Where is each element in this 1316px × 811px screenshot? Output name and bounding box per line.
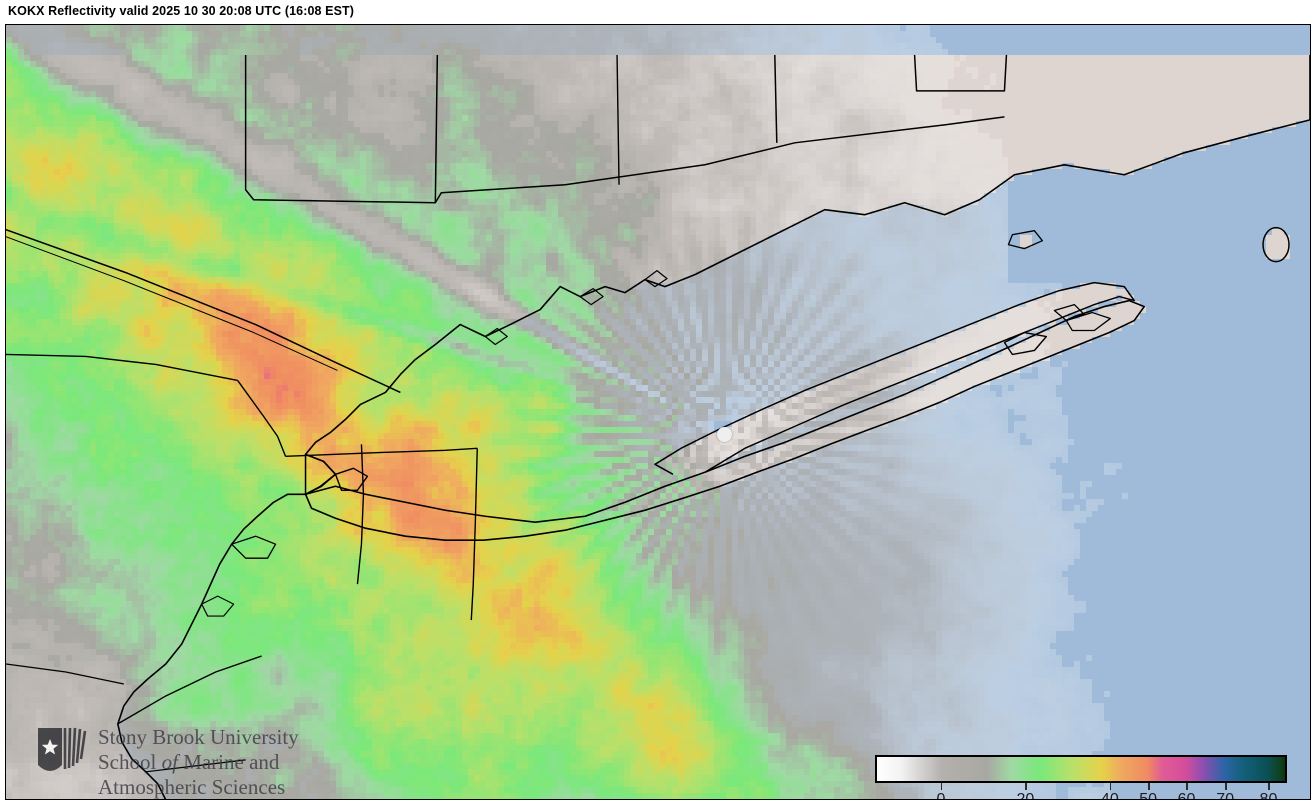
colorbar-tick-label: 20 bbox=[1016, 791, 1034, 799]
reflectivity-layer bbox=[6, 25, 1310, 799]
colorbar-tick bbox=[1109, 783, 1112, 790]
colorbar-tick bbox=[940, 783, 943, 790]
colorbar-tick bbox=[1268, 783, 1270, 790]
colorbar-tick bbox=[1225, 783, 1227, 790]
colorbar-tick-label: 80 bbox=[1260, 791, 1278, 799]
watermark-line-1: Stony Brook University bbox=[98, 725, 299, 749]
radar-site-marker bbox=[717, 427, 732, 442]
colorbar-ticks bbox=[875, 783, 1291, 791]
watermark-line-2a: School bbox=[98, 750, 162, 774]
page-title: KOKX Reflectivity valid 2025 10 30 20:08… bbox=[8, 4, 355, 18]
radar-map[interactable]: Stony Brook University School of Marine … bbox=[5, 24, 1311, 800]
watermark-line-2-italic: of bbox=[161, 750, 178, 774]
watermark-line-3: Atmospheric Sciences bbox=[98, 775, 286, 799]
colorbar[interactable]: 0 20 40 50 60 70 80 bbox=[875, 755, 1291, 799]
watermark-line-2b: Marine and bbox=[177, 750, 280, 774]
colorbar-tick-label: 70 bbox=[1216, 791, 1234, 799]
colorbar-bar bbox=[875, 755, 1287, 783]
colorbar-tick bbox=[1148, 783, 1150, 790]
watermark-text: Stony Brook University School of Marine … bbox=[98, 725, 299, 799]
watermark-line-2: School of Marine and bbox=[98, 750, 299, 775]
colorbar-tick-label: 50 bbox=[1139, 791, 1157, 799]
shield-star-logo bbox=[38, 727, 87, 771]
colorbar-tick bbox=[1186, 783, 1188, 790]
colorbar-labels: 0 20 40 50 60 70 80 bbox=[875, 791, 1291, 799]
watermark: Stony Brook University School of Marine … bbox=[36, 725, 299, 799]
colorbar-tick-label: 0 bbox=[936, 791, 945, 799]
colorbar-tick-label: 60 bbox=[1178, 791, 1196, 799]
colorbar-tick bbox=[1025, 783, 1027, 790]
colorbar-gradient bbox=[877, 757, 1285, 781]
colorbar-tick-label: 40 bbox=[1101, 791, 1119, 799]
